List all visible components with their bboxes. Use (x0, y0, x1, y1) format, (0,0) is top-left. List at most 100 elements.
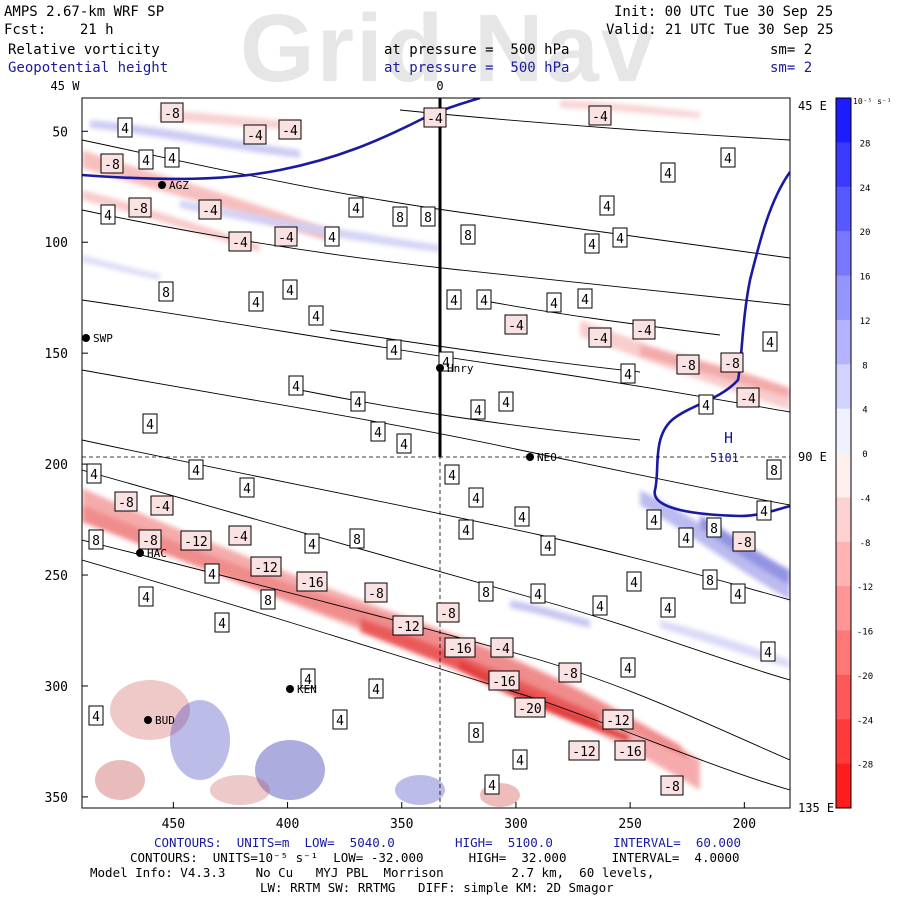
contour-label: 4 (239, 477, 255, 498)
station-label: KEN (297, 683, 317, 696)
contour-label: -4 (588, 327, 612, 348)
contour-label: -4 (228, 231, 252, 252)
contour-label: 4 (468, 487, 484, 508)
contour-label-text: 4 (218, 617, 226, 632)
contour-label-box (577, 288, 593, 309)
contour-label-box (304, 533, 320, 554)
contour-label-box (568, 740, 600, 761)
contour-label-box (660, 162, 676, 183)
contour-label-box (350, 391, 366, 412)
footer-height-contours: CONTOURS: UNITS=m LOW= 5040.0 HIGH= 5100… (154, 835, 741, 850)
contour-label-box (484, 774, 500, 795)
contour-label-box (420, 206, 436, 227)
contour-label-text: 4 (286, 284, 294, 299)
contour-label: 4 (308, 305, 324, 326)
field1-level: at pressure = 500 hPa (384, 42, 570, 58)
contour-label: 4 (612, 227, 628, 248)
y-tick-label: 250 (45, 569, 68, 584)
contour-label-box (214, 612, 230, 633)
contour-label-box (498, 391, 514, 412)
field1-smoothing: sm= 2 (770, 42, 813, 58)
contour-label-box (117, 117, 133, 138)
contour-label-text: 4 (764, 646, 772, 661)
contour-label: 8 (702, 569, 718, 590)
contour-label: 4 (204, 563, 220, 584)
contour-label: 8 (706, 517, 722, 538)
contour-label-text: -4 (232, 236, 248, 251)
contour-label: 4 (282, 279, 298, 300)
contour-label-text: 4 (650, 514, 658, 529)
station-dot (286, 685, 294, 693)
contour-label-box (468, 487, 484, 508)
contour-label-text: 4 (472, 492, 480, 507)
forecast-hour: Fcst: 21 h (4, 22, 114, 38)
contour-label-text: 4 (682, 532, 690, 547)
contour-label-text: -8 (440, 607, 456, 622)
field2-smoothing: sm= 2 (770, 60, 813, 76)
contour-label-text: -12 (606, 714, 629, 729)
contour-label: -4 (274, 226, 298, 247)
contour-label-text: -8 (562, 667, 578, 682)
field2-level: at pressure = 500 hPa (384, 60, 570, 76)
contour-label: 4 (646, 509, 662, 530)
contour-label-box (660, 597, 676, 618)
vorticity-field (82, 98, 790, 808)
contour-label-text: -4 (494, 642, 510, 657)
contour-label: -8 (114, 491, 138, 512)
colorbar-cell (836, 186, 851, 232)
station-dot (82, 334, 90, 342)
contour-label-text: 4 (630, 576, 638, 591)
contour-label-box (392, 206, 408, 227)
contour-label-box (468, 722, 484, 743)
contour-label-text: -4 (592, 110, 608, 125)
contour-label-text: 4 (603, 200, 611, 215)
terrain-noise (95, 680, 520, 807)
plot-frame (81, 97, 791, 809)
contour-label-box (288, 375, 304, 396)
contour-label: 4 (142, 413, 158, 434)
colorbar-tick-label: 16 (860, 273, 871, 283)
station-label: NEO (537, 451, 557, 464)
contour-label-text: -4 (636, 324, 652, 339)
contour-label-box (702, 569, 718, 590)
contour-label-box (308, 305, 324, 326)
contour-label-text: -4 (278, 231, 294, 246)
contour-label-text: -4 (282, 124, 298, 139)
colorbar: 28 24 20 16 12 8 4 0 -4 -8 -12 -16 -20 -24 -28 10⁻⁵ s⁻¹ (835, 97, 892, 809)
contour-label: 4 (584, 233, 600, 254)
colorbar-cell (836, 142, 851, 188)
contour-label: 4 (86, 463, 102, 484)
contour-label: -4 (632, 319, 656, 340)
contour-label-text: -12 (572, 745, 595, 760)
contour-label: 4 (498, 391, 514, 412)
contour-label-text: 8 (162, 286, 170, 301)
contour-label: 4 (444, 464, 460, 485)
contour-label: 4 (88, 705, 104, 726)
contour-label-box (114, 491, 138, 512)
contour-label-text: 8 (92, 534, 100, 549)
contour-label-box (540, 535, 556, 556)
contour-label-text: 4 (516, 754, 524, 769)
contour-label-text: -4 (232, 530, 248, 545)
colorbar-cell (836, 674, 851, 720)
contour-label-text: -8 (164, 107, 180, 122)
contour-label-text: 4 (243, 482, 251, 497)
contour-label-box (386, 339, 402, 360)
contour-label-box (138, 586, 154, 607)
contour-label: 4 (730, 583, 746, 604)
contour-label: -8 (558, 662, 582, 683)
contour-label-text: 4 (588, 238, 596, 253)
contour-label-text: 4 (502, 396, 510, 411)
contour-label: 8 (478, 581, 494, 602)
colorbar-tick-label: 8 (862, 361, 867, 371)
contour-label-box (296, 571, 328, 592)
contour-label-text: -4 (592, 332, 608, 347)
high-marker: H (724, 429, 733, 447)
contour-label: 8 (158, 281, 174, 302)
contour-label: -8 (138, 529, 162, 550)
contour-label-box (736, 387, 760, 408)
contour-label-text: 4 (354, 396, 362, 411)
station-dot (136, 549, 144, 557)
contour-label-text: 4 (328, 231, 336, 246)
contour-label: -8 (100, 153, 124, 174)
